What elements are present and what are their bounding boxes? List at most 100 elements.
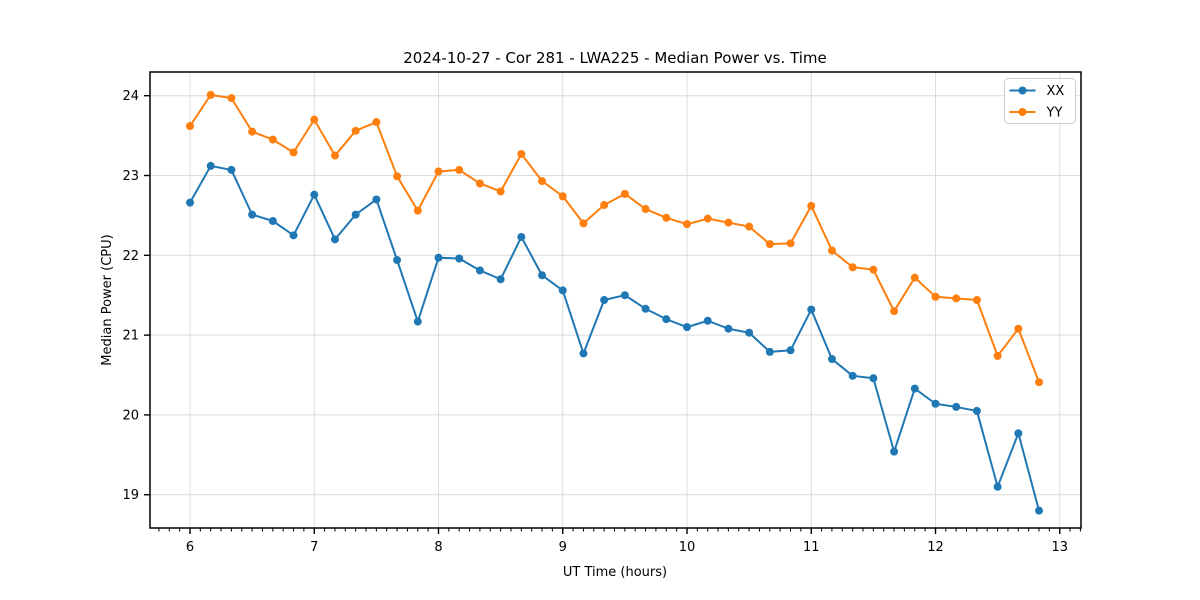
data-point-xx — [662, 315, 671, 324]
data-point-yy — [703, 214, 712, 223]
data-point-yy — [186, 122, 195, 131]
data-point-yy — [662, 213, 671, 222]
data-point-yy — [413, 206, 422, 215]
data-point-yy — [455, 165, 464, 174]
data-point-xx — [600, 296, 609, 304]
data-point-yy — [890, 307, 899, 316]
data-point-xx — [993, 482, 1002, 491]
data-point-xx — [683, 323, 692, 332]
data-point-xx — [807, 305, 816, 314]
data-point-xx — [330, 235, 339, 244]
data-point-xx — [206, 161, 215, 170]
x-tick-label: 7 — [310, 540, 318, 555]
data-point-yy — [848, 263, 857, 272]
x-tick-label: 12 — [927, 540, 944, 555]
x-tick-label: 9 — [559, 540, 567, 555]
data-point-xx — [434, 253, 443, 262]
data-point-xx — [351, 210, 360, 219]
data-point-yy — [807, 201, 816, 210]
data-point-xx — [455, 254, 464, 263]
data-point-xx — [475, 266, 484, 275]
series-line-yy — [189, 93, 1041, 384]
data-point-yy — [1035, 378, 1044, 387]
legend-frame — [1004, 78, 1076, 124]
data-point-yy — [765, 240, 774, 249]
data-point-yy — [745, 222, 754, 231]
data-point-xx — [641, 304, 650, 313]
legend-marker-xx — [1018, 86, 1027, 95]
data-point-yy — [248, 127, 257, 136]
x-tick-label: 8 — [434, 540, 442, 555]
data-point-yy — [600, 201, 609, 210]
data-point-xx — [186, 198, 195, 207]
data-point-xx — [393, 256, 402, 265]
data-point-yy — [310, 115, 319, 124]
data-point-yy — [827, 246, 836, 255]
data-point-xx — [1014, 429, 1023, 438]
x-axis-label: UT Time (hours) — [563, 565, 667, 580]
legend-label-xx: XX — [1047, 84, 1065, 99]
data-point-yy — [683, 220, 692, 229]
tick-layer: 6 7 8 9 10 11 12 13 19 20 21 22 23 24 — [122, 89, 1081, 555]
data-point-xx — [931, 399, 940, 408]
y-tick-label: 20 — [122, 408, 139, 423]
data-point-yy — [993, 351, 1002, 360]
data-point-xx — [579, 349, 588, 358]
data-point-xx — [827, 355, 836, 364]
legend-marker-yy — [1018, 108, 1027, 116]
y-tick-label: 24 — [122, 89, 139, 104]
y-axis-label: Median Power (CPU) — [100, 234, 115, 365]
data-point-xx — [910, 384, 919, 393]
plot-border — [149, 71, 1082, 529]
data-point-yy — [351, 126, 360, 135]
data-point-yy — [289, 148, 298, 157]
data-point-yy — [206, 90, 215, 99]
data-point-xx — [227, 165, 236, 174]
data-point-xx — [724, 324, 733, 333]
data-point-xx — [268, 216, 277, 225]
data-point-xx — [413, 317, 422, 326]
data-point-xx — [869, 374, 878, 383]
data-point-xx — [310, 190, 319, 199]
data-point-xx — [538, 271, 547, 280]
data-point-yy — [496, 187, 505, 196]
data-point-yy — [869, 265, 878, 274]
data-point-xx — [972, 406, 981, 415]
data-point-yy — [372, 118, 381, 127]
series-layer — [186, 90, 1044, 515]
data-point-yy — [910, 273, 919, 282]
series-line-xx — [189, 164, 1041, 512]
x-tick-label: 10 — [679, 540, 696, 555]
data-point-yy — [972, 296, 981, 304]
data-point-yy — [475, 179, 484, 188]
data-point-yy — [724, 218, 733, 227]
data-point-xx — [372, 195, 381, 204]
x-tick-label: 11 — [803, 540, 820, 555]
x-tick-label: 13 — [1051, 540, 1068, 555]
data-point-yy — [268, 135, 277, 144]
data-point-yy — [538, 177, 547, 186]
data-point-yy — [620, 189, 629, 198]
data-point-xx — [496, 275, 505, 284]
data-point-xx — [620, 291, 629, 300]
y-tick-label: 23 — [122, 169, 139, 184]
data-point-xx — [1035, 506, 1044, 515]
data-point-xx — [558, 286, 567, 295]
y-tick-label: 22 — [122, 249, 139, 264]
data-point-yy — [641, 205, 650, 214]
legend-label-yy: YY — [1046, 106, 1063, 121]
data-point-yy — [931, 292, 940, 301]
data-point-xx — [745, 328, 754, 337]
data-point-xx — [248, 210, 257, 219]
data-point-yy — [1014, 324, 1023, 333]
data-point-xx — [952, 402, 961, 411]
data-point-yy — [393, 172, 402, 181]
data-point-xx — [786, 346, 795, 355]
data-point-yy — [330, 151, 339, 160]
x-tick-label: 6 — [186, 540, 194, 555]
data-point-yy — [952, 294, 961, 303]
data-point-xx — [848, 371, 857, 380]
data-point-xx — [703, 316, 712, 325]
